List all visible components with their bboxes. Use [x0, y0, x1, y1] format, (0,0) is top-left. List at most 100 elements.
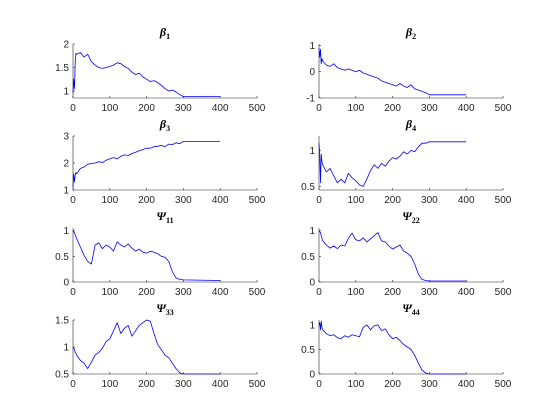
x-tick-label: 500 [249, 287, 266, 298]
x-tick-label: 400 [458, 195, 475, 206]
x-tick-label: 500 [495, 379, 512, 390]
panel-title: β1 [159, 25, 170, 41]
x-tick-label: 200 [138, 287, 155, 298]
title-subscript: 11 [166, 216, 174, 225]
x-tick-label: 100 [347, 195, 364, 206]
y-tick-label: 2 [63, 40, 69, 51]
series-line [72, 319, 221, 375]
x-tick-label: 400 [458, 379, 475, 390]
x-tick-label: 300 [421, 103, 438, 114]
panel-title: Ψ22 [402, 209, 420, 225]
y-tick-label: 0 [63, 278, 69, 289]
panel-title: Ψ11 [156, 209, 173, 225]
title-subscript: 44 [412, 308, 420, 317]
series-line [72, 140, 221, 188]
y-tick-label: 1 [309, 146, 315, 157]
x-tick-label: 100 [101, 195, 118, 206]
y-tick-label: 0.5 [301, 182, 315, 193]
panel-title: Ψ44 [402, 301, 420, 317]
y-tick-label: 0 [309, 67, 315, 78]
subplot-8: Ψ44 0 100 200 300 400 500 0 0.5 1 [301, 301, 512, 390]
title-symbol: β [405, 117, 413, 131]
y-tick-label: 1.5 [55, 316, 69, 327]
x-tick-label: 300 [175, 195, 192, 206]
title-symbol: Ψ [156, 301, 167, 315]
x-tick-label: 200 [384, 379, 401, 390]
x-tick-label: 300 [421, 195, 438, 206]
title-subscript: 22 [412, 216, 420, 225]
x-tick-label: 0 [316, 103, 322, 114]
y-tick-label: 1 [63, 86, 69, 97]
x-tick-label: 0 [70, 287, 76, 298]
title-subscript: 1 [166, 32, 170, 41]
y-tick-label: 0.5 [301, 345, 315, 356]
x-tick-label: 0 [70, 379, 76, 390]
x-tick-label: 300 [175, 287, 192, 298]
x-tick-label: 100 [101, 287, 118, 298]
y-tick-label: 0 [309, 278, 315, 289]
x-tick-label: 400 [212, 287, 229, 298]
x-tick-label: 500 [495, 103, 512, 114]
title-subscript: 4 [412, 124, 416, 133]
x-tick-label: 400 [212, 379, 229, 390]
x-tick-label: 0 [316, 195, 322, 206]
y-tick-label: 1 [63, 343, 69, 354]
x-tick-label: 0 [316, 379, 322, 390]
series-line [318, 230, 467, 282]
y-tick-label: 0 [309, 370, 315, 381]
x-tick-label: 0 [316, 287, 322, 298]
series-line [72, 52, 221, 97]
y-tick-label: 1 [309, 41, 315, 52]
x-tick-label: 300 [421, 379, 438, 390]
y-tick-label: 3 [63, 132, 69, 143]
x-tick-label: 300 [421, 287, 438, 298]
x-tick-label: 500 [249, 379, 266, 390]
subplot-7: Ψ33 0 100 200 300 400 500 0.5 1 1.5 [55, 301, 266, 390]
x-tick-label: 400 [458, 103, 475, 114]
x-tick-label: 500 [249, 103, 266, 114]
y-tick-label: 1 [63, 226, 69, 237]
subplot-6: Ψ22 0 100 200 300 400 500 0 0.5 1 [301, 209, 512, 298]
y-tick-label: 1.5 [55, 63, 69, 74]
panel-title: β2 [405, 25, 416, 41]
subplot-2: β20 100 200 300 400 500-101 [306, 25, 512, 114]
x-tick-label: 0 [70, 103, 76, 114]
title-subscript: 33 [166, 308, 174, 317]
y-tick-label: -1 [306, 94, 315, 105]
title-subscript: 3 [166, 124, 170, 133]
y-tick-label: 0.5 [55, 252, 69, 263]
x-tick-label: 200 [384, 287, 401, 298]
x-tick-label: 100 [347, 103, 364, 114]
x-tick-label: 200 [384, 103, 401, 114]
y-tick-label: 0.5 [301, 252, 315, 263]
series-line [72, 230, 221, 281]
title-symbol: Ψ [156, 209, 167, 223]
subplot-5: Ψ11 0 100 200 300 400 500 0 0.5 1 [55, 209, 266, 298]
panel-title: β4 [405, 117, 416, 133]
title-subscript: 2 [412, 32, 416, 41]
x-tick-label: 500 [249, 195, 266, 206]
title-symbol: Ψ [402, 209, 413, 223]
x-tick-label: 500 [495, 287, 512, 298]
x-tick-label: 100 [101, 379, 118, 390]
x-tick-label: 400 [212, 103, 229, 114]
x-tick-label: 200 [138, 103, 155, 114]
series-line [318, 141, 467, 187]
x-tick-label: 300 [175, 103, 192, 114]
series-line [318, 47, 467, 96]
y-tick-label: 0.5 [55, 370, 69, 381]
x-tick-label: 300 [175, 379, 192, 390]
title-symbol: β [405, 25, 413, 39]
subplot-4: β4 0 100 200 300 400 500 0.5 1 [301, 117, 512, 206]
x-tick-label: 100 [101, 103, 118, 114]
x-tick-label: 500 [495, 195, 512, 206]
title-symbol: β [159, 25, 167, 39]
title-symbol: β [159, 117, 167, 131]
x-tick-label: 200 [138, 379, 155, 390]
x-tick-label: 0 [70, 195, 76, 206]
y-tick-label: 1 [309, 320, 315, 331]
y-tick-label: 2 [63, 159, 69, 170]
x-tick-label: 100 [347, 287, 364, 298]
